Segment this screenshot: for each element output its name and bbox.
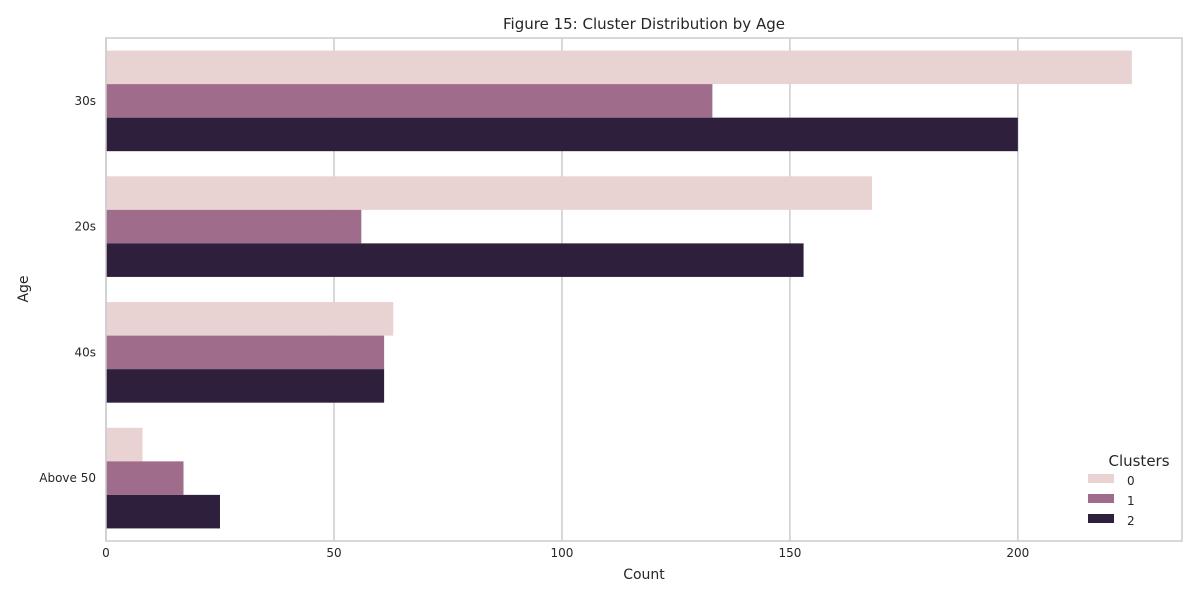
- x-tick-label: 50: [326, 546, 341, 560]
- bar-20s-cluster-0: [106, 176, 872, 210]
- y-tick-label: 20s: [74, 220, 96, 234]
- legend-swatch: [1088, 494, 1114, 503]
- bar-20s-cluster-1: [106, 209, 362, 244]
- bar-above-50-cluster-0: [106, 427, 143, 462]
- y-tick-label: Above 50: [39, 471, 96, 485]
- y-tick-label: 40s: [74, 345, 96, 359]
- chart-title: Figure 15: Cluster Distribution by Age: [503, 15, 785, 33]
- x-tick-label: 150: [778, 546, 801, 560]
- bar-30s-cluster-2: [106, 117, 1018, 152]
- bar-40s-cluster-2: [106, 369, 385, 403]
- legend-label: 2: [1127, 514, 1135, 528]
- y-tick-label: 30s: [74, 94, 96, 108]
- y-axis-label: Age: [16, 275, 32, 302]
- bars: [106, 50, 1132, 529]
- legend-swatch: [1088, 514, 1114, 523]
- bar-30s-cluster-0: [106, 50, 1132, 85]
- legend-label: 0: [1127, 474, 1135, 488]
- x-axis-ticks: 0 50 100 150 200: [102, 546, 1029, 560]
- x-tick-label: 200: [1006, 546, 1029, 560]
- bar-above-50-cluster-1: [106, 461, 184, 495]
- x-tick-label: 0: [102, 546, 110, 560]
- legend-swatch: [1088, 474, 1114, 483]
- bar-20s-cluster-2: [106, 243, 804, 277]
- legend: Clusters 0 1 2: [1088, 452, 1170, 528]
- bar-above-50-cluster-2: [106, 494, 220, 529]
- x-tick-label: 100: [550, 546, 573, 560]
- y-axis-ticks: 30s 20s 40s Above 50: [39, 94, 96, 485]
- bar-40s-cluster-1: [106, 335, 385, 370]
- x-axis-label: Count: [623, 567, 665, 583]
- legend-title: Clusters: [1108, 452, 1169, 470]
- plot-frame: [105, 37, 1183, 542]
- legend-label: 1: [1127, 494, 1135, 508]
- bar-30s-cluster-1: [106, 84, 713, 118]
- bar-40s-cluster-0: [106, 302, 394, 336]
